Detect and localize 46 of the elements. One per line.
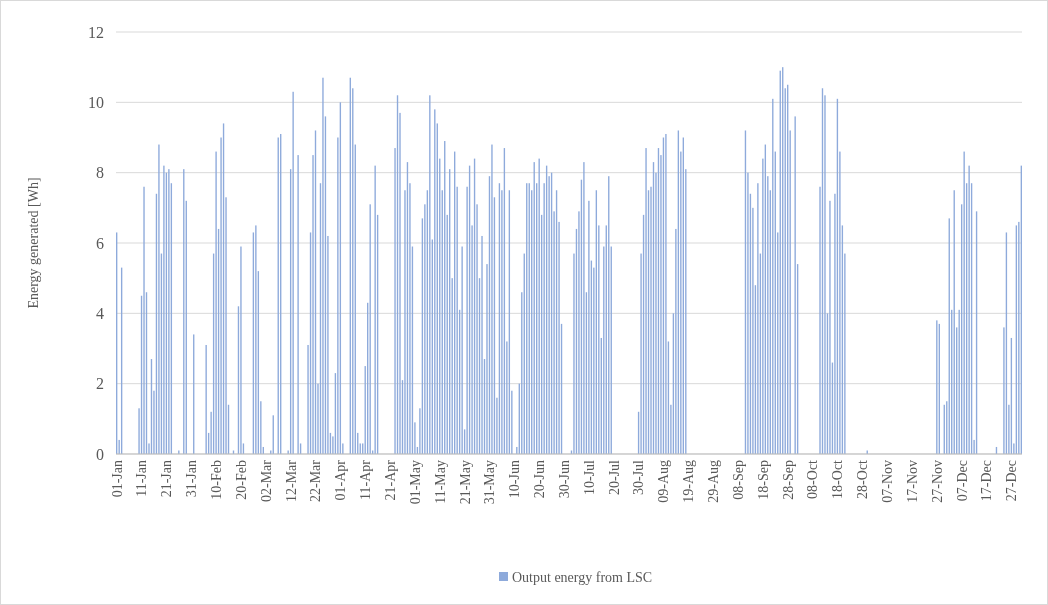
x-tick-label: 20-Jun bbox=[532, 460, 548, 499]
y-tick-label: 12 bbox=[88, 23, 104, 41]
legend-label: Output energy from LSC bbox=[512, 569, 653, 585]
x-tick-label: 21-Apr bbox=[382, 459, 398, 501]
x-tick-label: 22-Mar bbox=[308, 459, 324, 502]
x-tick-label: 27-Nov bbox=[929, 460, 945, 503]
x-tick-label: 10-Feb bbox=[208, 460, 224, 500]
x-tick-label: 21-May bbox=[457, 460, 473, 505]
x-tick-label: 29-Aug bbox=[706, 460, 722, 503]
x-tick-label: 10-Jul bbox=[581, 459, 597, 495]
x-tick-label: 30-Jun bbox=[556, 460, 572, 499]
x-tick-label: 01-May bbox=[407, 460, 423, 505]
x-tick-label: 31-May bbox=[482, 460, 498, 505]
x-tick-label: 27-Dec bbox=[1004, 460, 1020, 502]
x-tick-label: 17-Dec bbox=[979, 460, 995, 502]
x-tick-label: 18-Oct bbox=[830, 459, 846, 499]
y-tick-label: 8 bbox=[96, 164, 104, 182]
x-tick-label: 30-Jul bbox=[631, 459, 647, 495]
x-tick-label: 28-Sep bbox=[780, 460, 796, 500]
y-axis-title: Energy generated [Wh] bbox=[26, 177, 41, 309]
x-tick-label: 01-Jan bbox=[109, 460, 125, 498]
x-tick-label: 02-Mar bbox=[258, 459, 274, 502]
x-tick-label: 19-Aug bbox=[681, 460, 697, 503]
x-tick-label: 11-May bbox=[432, 460, 448, 504]
y-tick-label: 0 bbox=[96, 445, 104, 463]
y-tick-label: 10 bbox=[88, 93, 104, 111]
x-tick-label: 10-Jun bbox=[507, 460, 523, 499]
y-tick-label: 6 bbox=[96, 234, 104, 252]
x-tick-label: 20-Jul bbox=[606, 459, 622, 495]
x-tick-label: 07-Nov bbox=[880, 460, 896, 503]
x-tick-label: 08-Sep bbox=[730, 460, 746, 500]
x-tick-label: 01-Apr bbox=[333, 459, 349, 501]
x-tick-label: 11-Jan bbox=[134, 460, 150, 497]
x-tick-label: 07-Dec bbox=[954, 460, 970, 502]
y-tick-label: 2 bbox=[96, 375, 104, 393]
y-tick-label: 4 bbox=[96, 304, 104, 322]
x-tick-label: 11-Apr bbox=[358, 459, 374, 500]
x-tick-label: 28-Oct bbox=[855, 459, 871, 499]
x-tick-label: 21-Jan bbox=[159, 460, 175, 498]
x-tick-label: 08-Oct bbox=[805, 459, 821, 499]
x-tick-label: 12-Mar bbox=[283, 459, 299, 502]
x-tick-label: 17-Nov bbox=[904, 460, 920, 503]
x-tick-label: 20-Feb bbox=[233, 460, 249, 500]
x-tick-label: 09-Aug bbox=[656, 460, 672, 503]
x-tick-label: 31-Jan bbox=[184, 460, 200, 498]
x-tick-label: 18-Sep bbox=[755, 460, 771, 500]
